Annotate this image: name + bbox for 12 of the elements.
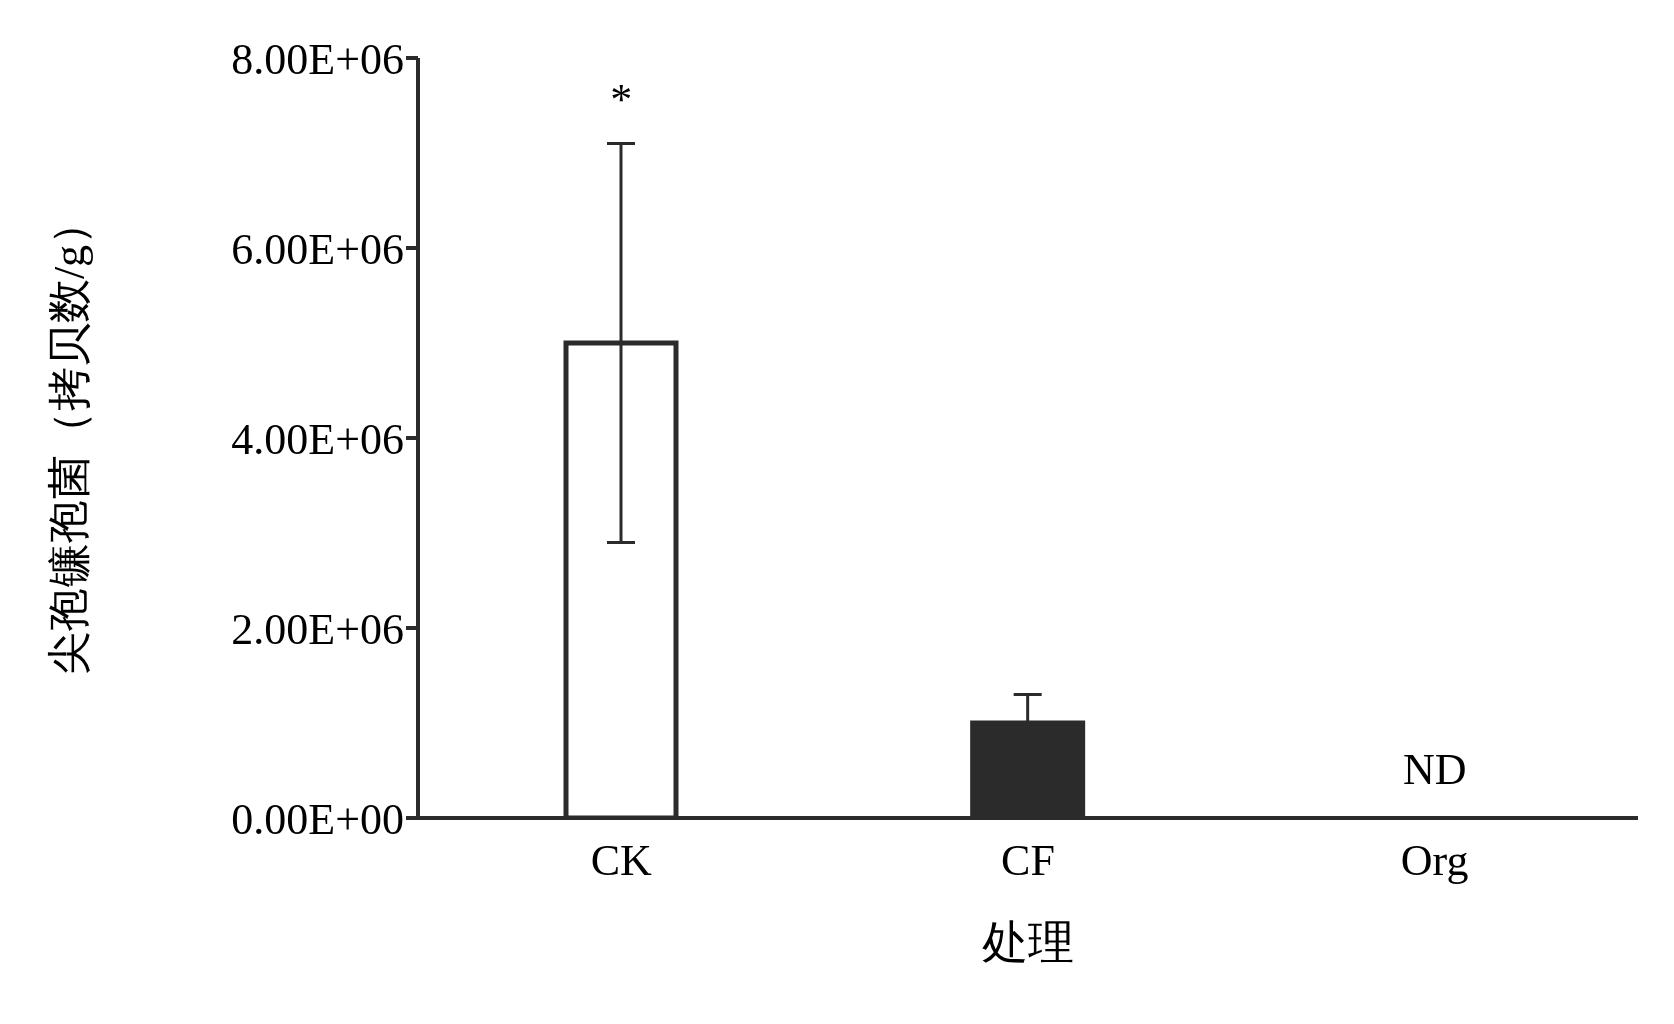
y-tick-label: 6.00E+06: [231, 224, 404, 274]
x-tick-label: CF: [1001, 836, 1055, 886]
x-axis-title: 处理: [982, 917, 1074, 968]
annotation: ND: [1402, 745, 1467, 795]
annotation: *: [610, 74, 633, 124]
y-tick-label: 4.00E+06: [231, 414, 404, 464]
y-tick-label: 8.00E+06: [231, 34, 404, 84]
y-axis-title: 尖孢镰孢菌（拷贝数/g）: [44, 200, 94, 676]
y-tick-label: 2.00E+06: [231, 604, 404, 654]
x-tick-label: Org: [1400, 836, 1469, 886]
y-tick-label: 0.00E+00: [231, 794, 404, 844]
x-tick-label: CK: [590, 836, 653, 886]
